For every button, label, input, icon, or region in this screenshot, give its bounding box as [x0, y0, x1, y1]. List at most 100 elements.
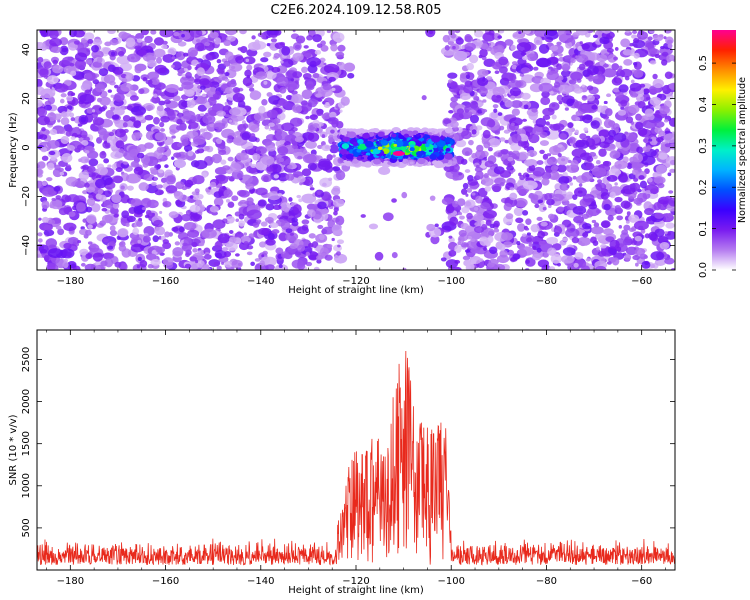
spectrogram-pixel	[159, 30, 174, 38]
spectrogram-pixel	[229, 108, 241, 116]
spectrogram-pixel	[597, 179, 603, 184]
spectrogram-pixel	[527, 150, 538, 157]
spectrogram-pixel	[466, 212, 473, 220]
spectrogram-pixel	[542, 114, 551, 121]
spectrogram-pixel	[92, 109, 96, 113]
spectrogram-pixel	[508, 79, 522, 89]
spectrogram-pixel	[238, 190, 250, 198]
spectrogram-pixel	[471, 129, 477, 135]
spectrogram-pixel	[248, 148, 256, 155]
spectrogram-pixel	[137, 38, 143, 43]
spectrogram-pixel	[664, 257, 675, 265]
snr-x-tick-label: −120	[342, 576, 369, 587]
spectrogram-x-tick-label: −80	[536, 276, 557, 287]
spectrogram-pixel	[272, 204, 282, 211]
spectrogram-pixel	[149, 167, 157, 173]
spectrogram-pixel	[573, 101, 583, 109]
spectrogram-pixel	[233, 121, 238, 126]
spectrogram-pixel	[163, 99, 171, 105]
spectrogram-pixel	[234, 253, 240, 257]
spectrogram-signal-pixel	[376, 142, 383, 148]
spectrogram-signal-pixel	[409, 144, 415, 148]
spectrogram-pixel	[462, 182, 469, 190]
spectrogram-pixel	[568, 136, 576, 144]
spectrogram-pixel	[562, 237, 569, 242]
spectrogram-pixel	[197, 249, 206, 256]
spectrogram-signal-pixel	[372, 148, 381, 155]
spectrogram-pixel	[133, 166, 144, 176]
spectrogram-pixel	[620, 200, 631, 209]
spectrogram-pixel	[84, 182, 90, 188]
spectrogram-pixel	[313, 266, 320, 270]
spectrogram-pixel	[493, 228, 500, 233]
spectrogram-pixel	[214, 249, 227, 259]
spectrogram-pixel	[442, 34, 450, 43]
spectrogram-pixel	[558, 176, 570, 185]
spectrogram-pixel	[209, 205, 219, 213]
spectrogram-pixel	[48, 150, 56, 156]
spectrogram-pixel	[312, 123, 320, 128]
spectrogram-pixel	[452, 176, 459, 181]
spectrogram-pixel	[91, 203, 101, 213]
spectrogram-signal-pixel	[380, 139, 384, 143]
spectrogram-pixel	[76, 144, 86, 151]
spectrogram-pixel	[330, 43, 338, 52]
spectrogram-pixel	[145, 79, 153, 85]
spectrogram-pixel	[280, 58, 294, 68]
spectrogram-pixel	[498, 243, 506, 252]
spectrogram-pixel	[482, 209, 497, 219]
colorbar-tick-label: 0.4	[698, 97, 709, 113]
spectrogram-pixel	[602, 63, 609, 68]
spectrogram-pixel	[614, 182, 618, 186]
spectrogram-pixel	[176, 51, 186, 61]
spectrogram-pixel	[530, 223, 540, 233]
spectrogram-pixel	[663, 133, 675, 143]
spectrogram-pixel	[475, 149, 486, 160]
spectrogram-pixel	[565, 191, 574, 200]
spectrogram-pixel	[187, 47, 198, 58]
spectrogram-pixel	[161, 40, 168, 45]
spectrogram-pixel	[332, 166, 341, 172]
spectrogram-pixel	[227, 135, 233, 140]
spectrogram-pixel	[469, 114, 479, 124]
spectrogram-pixel	[545, 121, 550, 126]
spectrogram-pixel	[579, 133, 587, 140]
spectrogram-pixel	[242, 56, 256, 65]
spectrogram-pixel	[663, 36, 667, 40]
spectrogram-pixel	[138, 182, 149, 191]
spectrogram-pixel	[537, 259, 550, 268]
spectrogram-pixel	[176, 118, 183, 125]
spectrogram-pixel	[634, 247, 646, 256]
spectrogram-pixel	[331, 87, 336, 92]
spectrogram-pixel	[79, 156, 90, 164]
spectrogram-pixel	[603, 203, 611, 211]
colorbar-tick-label: 0.0	[698, 262, 709, 278]
spectrogram-pixel	[181, 73, 187, 78]
spectrogram-signal-pixel	[391, 133, 397, 138]
spectrogram-pixel	[464, 249, 471, 253]
spectrogram-pixel	[663, 30, 672, 34]
spectrogram-pixel	[511, 133, 522, 144]
spectrogram-pixel	[631, 34, 638, 39]
spectrogram-pixel	[215, 138, 223, 145]
spectrogram-pixel	[162, 53, 175, 63]
spectrogram-pixel	[84, 263, 96, 270]
spectrogram-pixel	[246, 245, 254, 250]
spectrogram-pixel	[336, 251, 341, 256]
spectrogram-pixel	[570, 71, 583, 81]
spectrogram-pixel	[661, 59, 668, 66]
spectrogram-pixel	[113, 213, 119, 218]
spectrogram-pixel	[53, 185, 61, 192]
spectrogram-pixel	[258, 227, 270, 236]
spectrogram-pixel	[562, 63, 570, 72]
spectrogram-pixel	[593, 222, 600, 228]
spectrogram-x-tick-label: −160	[152, 276, 179, 287]
colorbar-ticks: 0.0 0.1 0.2 0.3 0.4 0.5	[698, 55, 736, 278]
spectrogram-pixel	[133, 120, 142, 129]
spectrogram-pixel	[624, 236, 632, 244]
spectrogram-pixel	[281, 122, 295, 132]
spectrogram-pixel	[174, 241, 181, 246]
spectrogram-pixel	[480, 117, 494, 127]
spectrogram-pixel	[503, 93, 507, 97]
spectrogram-pixel	[482, 99, 487, 103]
